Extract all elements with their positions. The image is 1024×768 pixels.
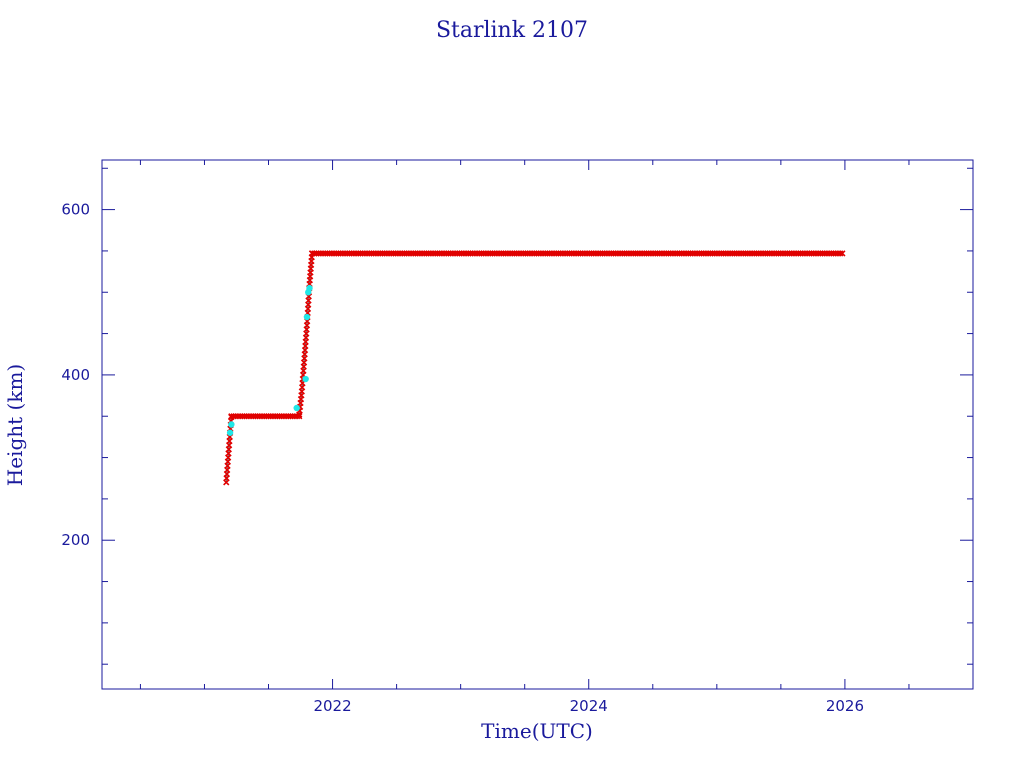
data-point-secondary bbox=[306, 284, 313, 292]
plot-area bbox=[101, 159, 974, 690]
data-point bbox=[296, 413, 303, 420]
series-line bbox=[225, 252, 843, 483]
data-point-secondary bbox=[293, 404, 300, 412]
data-point-secondary bbox=[302, 375, 309, 383]
y-tick-label: 400 bbox=[61, 366, 90, 384]
tick-labels: 2022 2024 2026 200 400 600 bbox=[61, 201, 864, 715]
y-tick-label: 600 bbox=[61, 201, 90, 219]
series-secondary bbox=[226, 284, 313, 436]
data-point-secondary bbox=[303, 313, 311, 321]
y-tick-label: 200 bbox=[61, 531, 90, 549]
x-tick-label: 2026 bbox=[826, 697, 864, 715]
chart-title: Starlink 2107 bbox=[436, 18, 588, 43]
axis-ticks bbox=[102, 160, 974, 689]
x-axis-label: Time(UTC) bbox=[481, 719, 593, 743]
x-tick-label: 2022 bbox=[313, 697, 351, 715]
data-point bbox=[839, 250, 846, 257]
data-point-secondary bbox=[228, 421, 235, 428]
connector-line bbox=[225, 252, 843, 483]
x-tick-label: 2024 bbox=[570, 697, 608, 715]
data-point-secondary bbox=[226, 429, 234, 436]
series-primary bbox=[223, 250, 846, 486]
data-point bbox=[836, 250, 844, 257]
y-axis-label: Height (km) bbox=[3, 364, 27, 486]
